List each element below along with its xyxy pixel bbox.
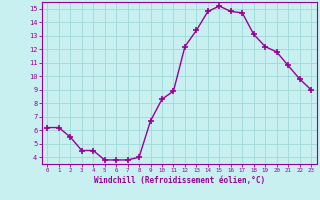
X-axis label: Windchill (Refroidissement éolien,°C): Windchill (Refroidissement éolien,°C) <box>94 176 265 185</box>
